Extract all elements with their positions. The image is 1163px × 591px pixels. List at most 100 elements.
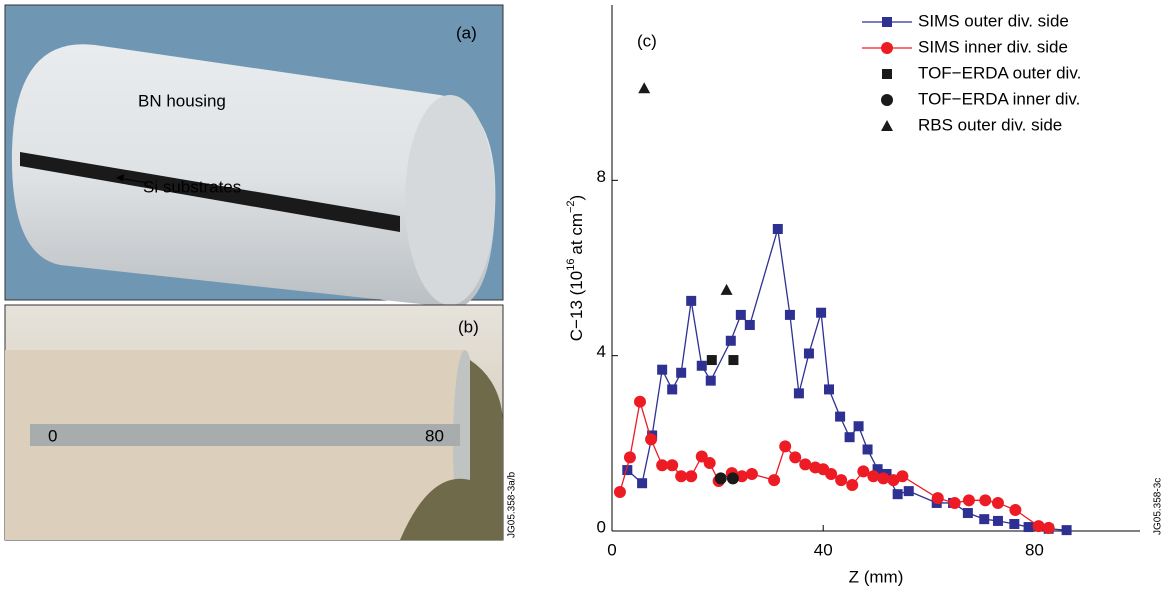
marker [656, 459, 669, 472]
marker [637, 478, 648, 489]
marker [789, 451, 802, 464]
annotation: 80 [425, 426, 444, 445]
legend-marker [881, 94, 893, 106]
marker [825, 468, 838, 481]
marker [903, 486, 914, 497]
photo-b: (b) 0 80 JG05.358-3a/b [4, 304, 518, 541]
y-label-sup: 16 [565, 259, 577, 271]
marker [824, 384, 835, 395]
marker [714, 472, 727, 485]
marker [686, 295, 697, 306]
marker [887, 474, 900, 487]
marker [803, 348, 814, 359]
panel-label: (b) [458, 317, 479, 336]
marker [645, 433, 658, 446]
marker [835, 474, 848, 487]
marker [835, 411, 846, 422]
marker [623, 451, 636, 464]
marker [793, 388, 804, 399]
marker [1023, 522, 1034, 533]
marker [962, 508, 973, 519]
cylinder-end [405, 95, 495, 305]
marker [676, 367, 687, 378]
marker [622, 465, 633, 476]
y-label-part: ) [567, 195, 586, 201]
annotation: 0 [48, 426, 57, 445]
y-label-sup: −2 [565, 200, 577, 213]
legend-label: TOF−ERDA inner div. [918, 89, 1080, 108]
y-label-part: C−13 (10 [567, 271, 586, 341]
legend-label: SIMS outer div. side [918, 11, 1069, 30]
marker [706, 355, 717, 366]
slot [20, 152, 400, 232]
marker [896, 470, 909, 483]
marker [853, 421, 864, 432]
legend-marker [882, 69, 892, 79]
y-tick-label: 0 [597, 517, 606, 536]
y-axis-label: C−13 (1016 at cm−2) [565, 195, 587, 341]
marker [633, 395, 646, 408]
marker [657, 364, 668, 375]
marker [962, 494, 975, 507]
cylinder [11, 44, 496, 310]
marker [675, 470, 688, 483]
photo-a: (a) BN housing Si substrates [4, 4, 504, 310]
marker [779, 440, 792, 453]
marker [1009, 503, 1022, 516]
marker [1032, 520, 1045, 533]
marker [948, 496, 961, 509]
marker [613, 485, 626, 498]
marker [877, 472, 890, 485]
marker [1042, 521, 1055, 534]
annotation: Si substrates [143, 177, 241, 196]
marker [991, 496, 1004, 509]
marker [857, 465, 870, 478]
marker [696, 360, 707, 371]
y-tick-label: 4 [597, 342, 606, 361]
marker [685, 470, 698, 483]
marker [744, 319, 755, 330]
legend-label: TOF−ERDA outer div. [918, 63, 1081, 82]
figure-code: JG05.358-3c [1153, 478, 1163, 535]
x-tick-label: 40 [814, 540, 833, 559]
marker [862, 444, 873, 455]
y-label-part: at cm [567, 213, 586, 255]
background-object [400, 360, 503, 540]
marker [784, 309, 795, 320]
marker [772, 223, 783, 234]
marker [725, 335, 736, 346]
marker [872, 464, 883, 475]
marker [867, 470, 880, 483]
legend-marker [881, 120, 893, 131]
marker [703, 457, 716, 470]
marker [768, 474, 781, 487]
marker [720, 283, 733, 295]
figure-code: JG05.358-3a/b [507, 471, 518, 538]
marker [1009, 518, 1020, 529]
marker [726, 472, 739, 485]
panel-label: (a) [456, 23, 477, 42]
marker [695, 450, 708, 463]
marker [979, 494, 992, 507]
marker [705, 375, 716, 386]
marker [931, 492, 944, 505]
marker [816, 307, 827, 318]
marker [844, 432, 855, 443]
marker [979, 514, 990, 525]
marker [638, 82, 651, 94]
x-axis-label: Z (mm) [849, 567, 904, 586]
marker [745, 468, 758, 481]
legend-label: SIMS inner div. side [918, 37, 1068, 56]
marker [735, 309, 746, 320]
y-tick-label: 8 [597, 167, 606, 186]
series-line [619, 401, 1049, 529]
legend-marker [881, 42, 893, 54]
slot [30, 424, 460, 446]
marker [666, 459, 679, 472]
marker [1061, 525, 1072, 536]
panel-label: (c) [637, 31, 657, 50]
marker [667, 384, 678, 395]
marker [846, 478, 859, 491]
legend-label: RBS outer div. side [918, 115, 1062, 134]
